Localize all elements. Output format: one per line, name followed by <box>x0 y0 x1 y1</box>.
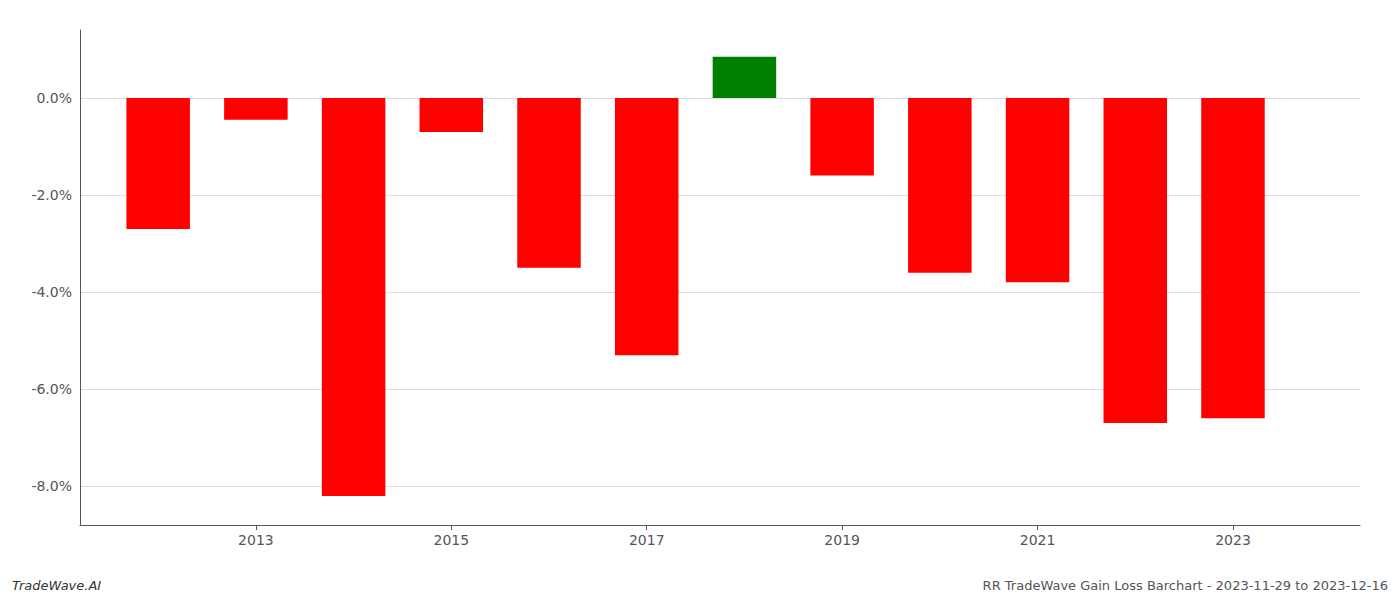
svg-text:2023: 2023 <box>1215 532 1251 548</box>
svg-text:2017: 2017 <box>629 532 665 548</box>
svg-text:2021: 2021 <box>1020 532 1056 548</box>
svg-text:-6.0%: -6.0% <box>31 381 72 397</box>
svg-text:TradeWave.AI: TradeWave.AI <box>12 578 101 593</box>
svg-text:RR TradeWave Gain Loss Barchar: RR TradeWave Gain Loss Barchart - 2023-1… <box>983 578 1388 593</box>
svg-text:-2.0%: -2.0% <box>31 187 72 203</box>
svg-text:2015: 2015 <box>433 532 469 548</box>
svg-text:0.0%: 0.0% <box>36 90 72 106</box>
svg-text:2019: 2019 <box>824 532 860 548</box>
svg-text:2013: 2013 <box>238 532 274 548</box>
svg-text:-8.0%: -8.0% <box>31 478 72 494</box>
svg-text:-4.0%: -4.0% <box>31 284 72 300</box>
